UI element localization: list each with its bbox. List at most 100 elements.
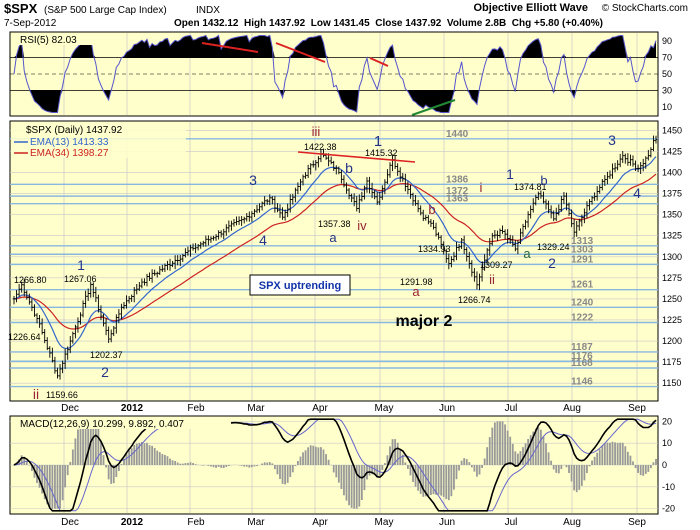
price-legend-main: $SPX (Daily) 1437.92 [26,125,123,136]
price-bar [531,198,535,213]
macd-histogram-bar [245,465,248,467]
price-bar [196,243,200,251]
macd-histogram-bar [621,442,624,465]
price-bar [122,301,126,310]
rsi-y-tick-label: 70 [662,53,672,63]
price-bar [447,253,451,270]
macd-histogram-bar [115,465,118,478]
wave-label: b [345,160,353,176]
macd-histogram-bar [322,449,325,465]
price-bar [580,214,584,227]
macd-histogram-bar [146,442,148,465]
macd-histogram-bar [358,465,361,507]
macd-histogram-bar [220,465,223,468]
macd-histogram-bar [325,454,327,465]
wave-label: 3 [249,172,257,188]
price-bar [43,329,46,344]
macd-histogram-bar [534,428,537,465]
price-bar [340,169,343,184]
x-tick-label: Apr [312,517,328,528]
macd-histogram-bar [624,446,627,465]
macd-histogram-bar [192,463,194,465]
price-bar [434,222,438,237]
price-bar [135,284,139,295]
macd-histogram-bar [128,450,130,465]
macd-histogram-bar [601,445,604,465]
macd-histogram-bar [404,462,407,465]
price-bar [186,246,190,256]
price-bar [534,194,538,206]
price-legend-ema34: EMA(34) 1398.27 [30,148,109,159]
price-bar [465,247,469,262]
price-bar [140,278,144,289]
price-bar [112,325,116,337]
macd-histogram-bar [120,463,123,465]
x-tick-label: Jul [505,403,518,414]
price-trendline-red [297,151,416,163]
price-bar [194,243,197,254]
macd-histogram-bar [248,465,251,468]
wave-label: ii [489,272,495,287]
price-bar [375,192,379,205]
rsi-plot [10,34,658,116]
price-bar [166,260,169,271]
price-bar [227,220,231,233]
price-bar [444,248,448,263]
macd-histogram-bar [314,446,317,465]
price-bar [253,209,256,218]
price-bar [562,192,566,204]
price-bar [74,324,77,339]
macd-histogram-bar [179,463,182,465]
price-bar [25,290,29,300]
price-bar [552,210,555,222]
price-bar [155,271,159,278]
price-bar [219,230,223,238]
price-bar [593,192,596,201]
macd-histogram-bar [458,465,460,471]
price-bar [286,203,289,218]
price-value-label: 1226.64 [8,332,41,342]
price-bar [294,187,297,203]
price-value-label: 1329.24 [537,242,570,252]
wave-label: 4 [633,185,641,201]
price-bar [488,237,492,256]
macd-histogram-bar [289,465,292,478]
price-bar [309,163,313,175]
macd-histogram-bar [401,454,404,465]
macd-histogram-bar [266,462,269,465]
macd-histogram-bar [611,441,614,465]
macd-histogram-bar [371,465,373,475]
price-bar [539,190,543,199]
price-bar [20,281,23,293]
macd-histogram-bar [514,451,517,465]
macd-histogram-bar [519,451,522,465]
macd-histogram-bar [340,465,343,490]
price-bar [524,219,527,230]
macd-histogram-bar [586,465,588,474]
price-bar [549,205,553,219]
fib-level-label: 1291 [571,254,594,265]
wave-label: a [412,284,420,299]
price-bar [120,303,123,320]
macd-histogram-bar [77,429,79,465]
price-y-tick-label: 1350 [662,210,682,220]
price-bar [143,278,146,286]
price-bar [76,317,80,333]
price-bar [567,202,571,216]
x-tick-label: Sep [628,517,646,528]
rsi-y-tick-label: 90 [662,36,672,46]
price-bar [79,312,82,325]
price-bar [450,256,453,268]
macd-histogram-bar [343,465,345,496]
price-bar [429,219,433,228]
price-bar [299,178,302,191]
macd-histogram-bar [210,465,212,467]
price-bar [127,295,131,304]
price-bar [334,165,338,175]
price-bar [473,268,476,282]
macd-histogram-bar [583,465,586,481]
macd-histogram-bar [337,465,340,483]
price-bar [575,220,579,237]
macd-histogram-bar [79,421,82,465]
macd-histogram-bar [437,465,440,495]
